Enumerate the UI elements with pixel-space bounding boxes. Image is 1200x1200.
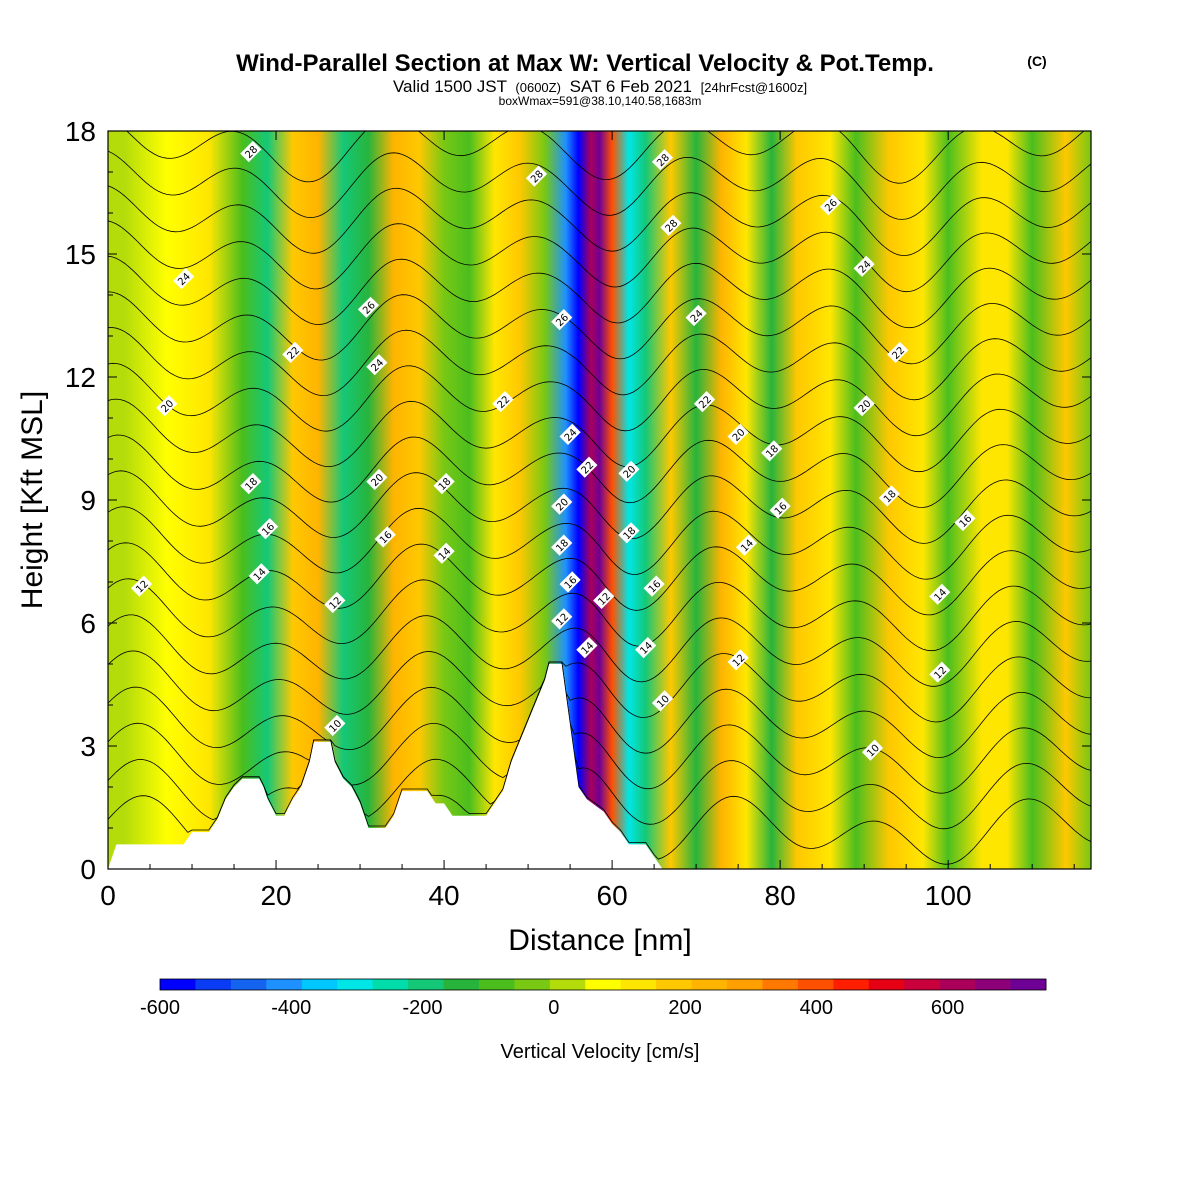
y-tick-label: 9 [80,485,96,516]
y-axis: 0 3 6 9 12 15 18 [65,116,1091,885]
theta-contour-23 [108,327,1091,401]
theta-contour-15 [108,614,1091,687]
contour-labels: 1224201816142228121026242016141822282624… [131,140,976,761]
colorbar-tick-label: -200 [403,997,443,1019]
colorbar-label: Vertical Velocity [cm/s] [501,1041,700,1063]
x-tick-label: 40 [428,880,459,911]
theta-contour-21 [108,398,1091,473]
colorbar-swatch [620,979,657,990]
x-tick-label: 100 [925,880,972,911]
theta-contour-19 [108,470,1091,544]
colorbar-swatch [372,979,409,990]
subtitle-date: SAT 6 Feb 2021 [570,77,692,96]
colorbar-swatch [195,979,232,990]
theta-contour-17 [108,542,1091,616]
theta-contour-22 [108,362,1091,437]
chart-subtitle: Valid 1500 JST (0600Z) SAT 6 Feb 2021 [2… [393,77,807,96]
subtitle-valid: Valid 1500 JST [393,77,507,96]
colorbar-tick-label: 0 [548,997,559,1019]
colorbar-swatch [301,979,338,990]
colorbar-swatch [443,979,480,990]
theta-contour-20 [108,434,1091,508]
potential-temperature-contours [108,131,1091,865]
colorbar-swatch [868,979,905,990]
theta-contour-25 [108,255,1091,329]
y-tick-label: 18 [65,116,96,147]
colorbar-swatch [408,979,444,990]
y-tick-label: 15 [65,239,96,270]
colorbar-swatch [656,979,692,990]
theta-contour-13 [108,661,1091,759]
x-axis: 0 20 40 60 80 100 [100,131,1075,911]
subtitle-forecast: [24hrFcst@1600z] [701,80,807,95]
y-axis-label: Height [Kft MSL] [16,391,49,609]
theta-contour-14 [108,650,1091,723]
colorbar-swatch [478,979,515,990]
x-axis-label: Distance [nm] [508,924,691,957]
colorbar-tick-label: 200 [668,997,701,1019]
colorbar-swatch [160,979,196,990]
theta-contour-26 [108,220,1091,293]
chart-title-suffix: (C) [1027,53,1046,69]
velocity-field [108,131,1091,869]
colorbar-swatch [266,979,303,990]
chart-subtitle-box: boxWmax=591@38.10,140.58,1683m [499,94,702,108]
theta-contour-16 [108,578,1091,652]
colorbar-swatch [727,979,763,990]
colorbar-swatch [514,979,551,990]
colorbar-tick-label: -400 [271,997,311,1019]
colorbar-swatch [1010,979,1047,990]
x-tick-label: 60 [597,880,628,911]
y-tick-label: 0 [80,854,96,885]
colorbar-swatch [762,979,799,990]
colorbar-swatch [939,979,976,990]
theta-contour-24 [108,291,1091,365]
x-tick-label: 20 [260,880,291,911]
x-tick-label: 80 [765,880,796,911]
theta-contour-27 [108,185,1091,256]
colorbar-swatch [904,979,941,990]
x-tick-label: 0 [100,880,116,911]
terrain [108,664,1091,869]
colorbar-swatch [833,979,870,990]
y-tick-label: 6 [80,608,96,639]
colorbar-tick-label: 400 [800,997,833,1019]
theta-contour-10 [108,661,1091,865]
subtitle-zulu: (0600Z) [515,80,561,95]
colorbar-swatch [585,979,622,990]
colorbar-swatch [797,979,834,990]
theta-contour-28 [108,150,1091,220]
colorbar-tick-label: -600 [140,997,180,1019]
colorbar-swatch [975,979,1011,990]
colorbar-swatch [230,979,267,990]
theta-contour-11 [108,661,1091,830]
plot-area: 1224201816142228121026242016141822282624… [108,131,1091,869]
colorbar-frame [159,978,1047,991]
y-tick-label: 12 [65,362,96,393]
colorbar-swatch [549,979,586,990]
theta-contour-18 [108,506,1091,580]
colorbar-swatch [337,979,374,990]
chart-title: Wind-Parallel Section at Max W: Vertical… [236,50,934,77]
colorbar: -600 -400 -200 0 200 400 600 [140,978,1047,1019]
theta-contour-29 [126,131,1085,184]
colorbar-swatch [691,979,728,990]
y-tick-label: 3 [80,731,96,762]
theta-contour-12 [108,661,1091,794]
colorbar-tick-label: 600 [931,997,964,1019]
